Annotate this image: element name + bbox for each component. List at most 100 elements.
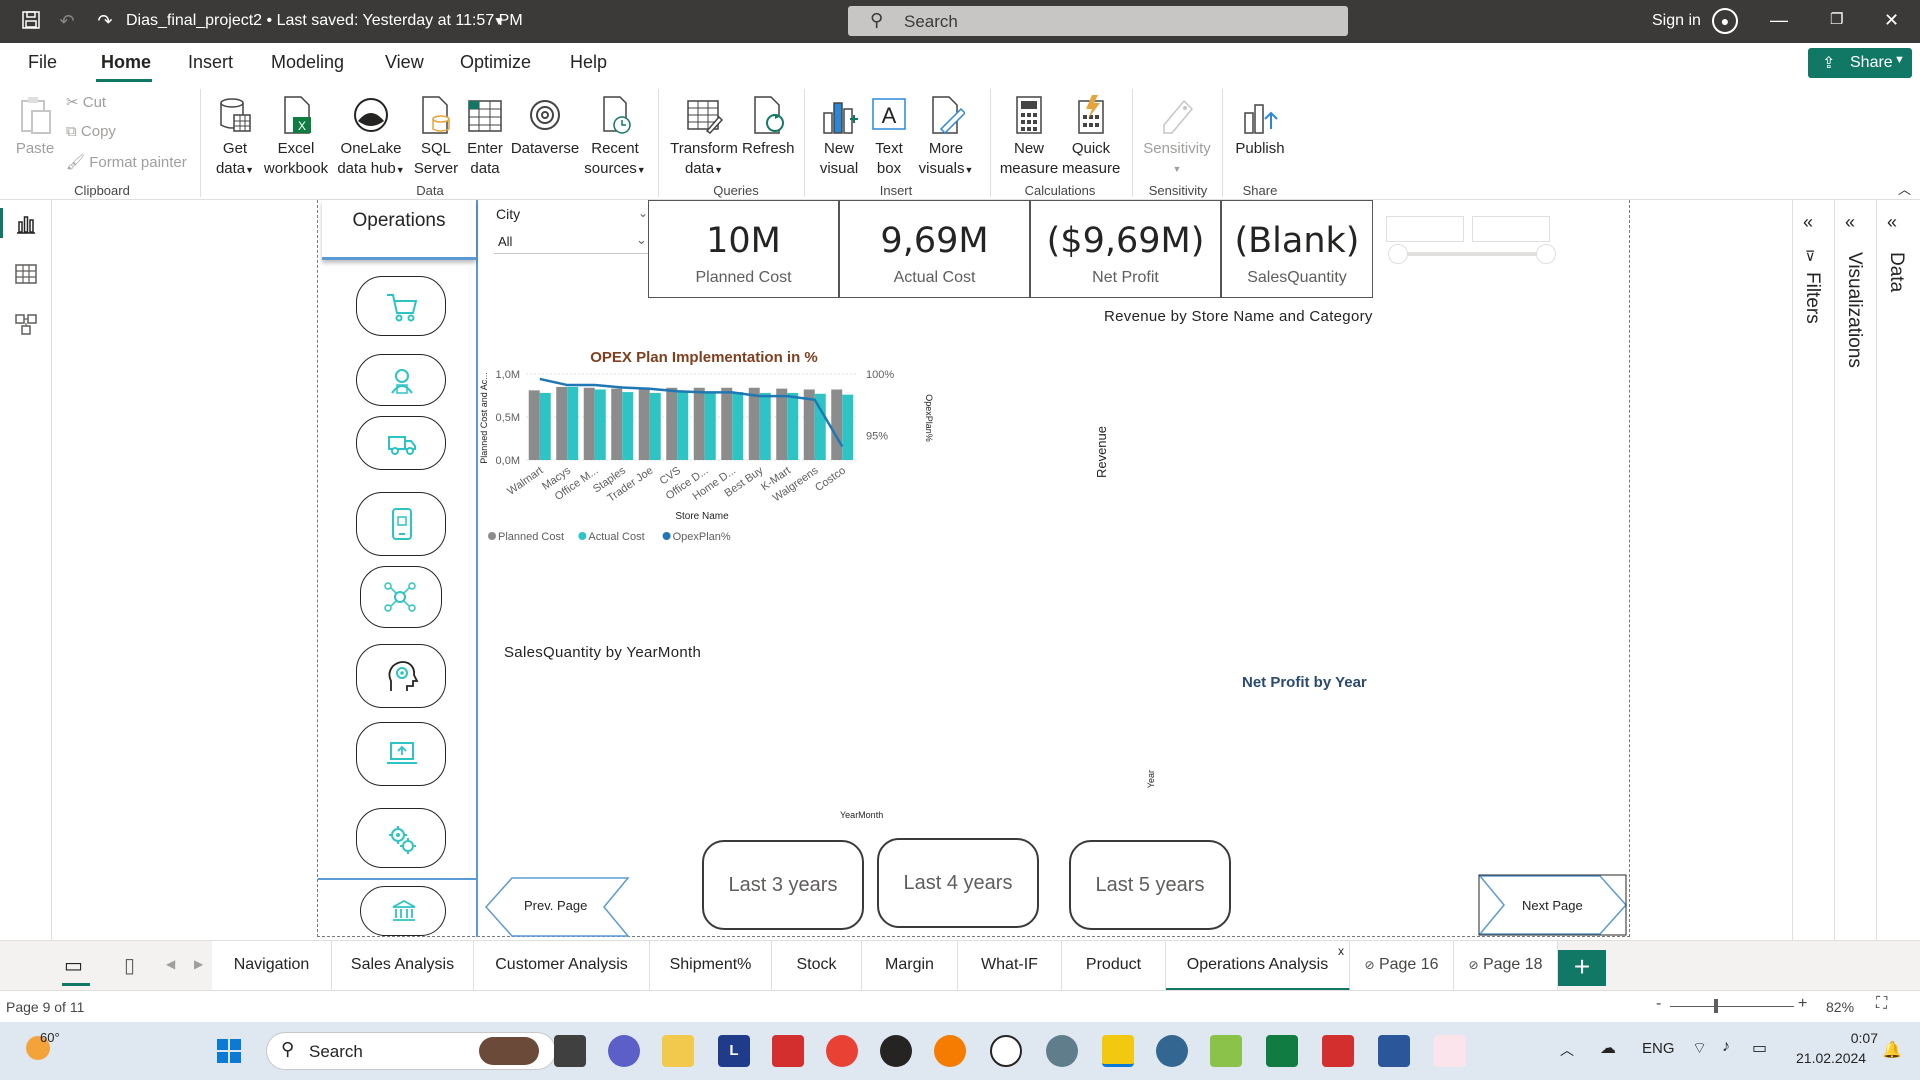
recent-sources-button[interactable]: Recent sources▼: [580, 95, 650, 180]
report-view-icon[interactable]: [14, 212, 38, 236]
tab-sales-analysis[interactable]: Sales Analysis: [332, 941, 474, 991]
snipping-tool-icon[interactable]: [1434, 1035, 1466, 1067]
minimize-icon[interactable]: —: [1770, 10, 1788, 30]
tab-operations-analysis[interactable]: Operations Analysis x: [1166, 941, 1350, 991]
zoom-out-icon[interactable]: -: [1656, 995, 1662, 1012]
clock-time[interactable]: 0:07: [1850, 1030, 1878, 1046]
publish-button[interactable]: Publish: [1230, 95, 1290, 159]
sign-in-link[interactable]: Sign in: [1652, 12, 1701, 29]
account-icon[interactable]: ●: [1712, 8, 1738, 34]
close-icon[interactable]: ✕: [1884, 10, 1900, 30]
refresh-button[interactable]: Refresh: [742, 95, 795, 159]
tray-chevron-icon[interactable]: ︿: [1560, 1042, 1574, 1058]
operations-page-button[interactable]: [356, 808, 446, 868]
desktop-layout-icon[interactable]: ▭: [64, 955, 83, 977]
restore-icon[interactable]: ❐: [1830, 11, 1844, 28]
last-3-years-button[interactable]: Last 3 years: [702, 840, 864, 930]
clock-date[interactable]: 21.02.2024: [1796, 1050, 1867, 1066]
tab-customer-analysis[interactable]: Customer Analysis: [474, 941, 650, 991]
redo-icon[interactable]: ↷: [97, 11, 113, 31]
firefox-icon[interactable]: [934, 1035, 966, 1067]
taskbar-search[interactable]: ⚲ Search: [266, 1032, 556, 1070]
cut-button[interactable]: ✂ Cut: [66, 94, 107, 111]
stock-page-button[interactable]: [356, 492, 446, 556]
notification-bell-icon[interactable]: 🔔: [1882, 1042, 1902, 1059]
expand-data-icon[interactable]: «: [1887, 212, 1898, 232]
transform-data-button[interactable]: Transform data▼: [668, 95, 740, 180]
copy-button[interactable]: ⧉ Copy: [66, 123, 116, 140]
paste-button[interactable]: Paste: [12, 95, 58, 159]
menu-modeling[interactable]: Modeling: [271, 52, 345, 72]
text-box-button[interactable]: A Text box: [866, 95, 912, 179]
battery-icon[interactable]: ▭: [1752, 1040, 1768, 1057]
sales-page-button[interactable]: [356, 276, 446, 336]
scroll-right-icon[interactable]: ▶: [194, 957, 204, 971]
range-end-handle[interactable]: [1536, 244, 1556, 264]
quick-measure-button[interactable]: Quick measure: [1062, 95, 1120, 179]
home-page-button[interactable]: [360, 886, 446, 936]
filters-pane[interactable]: « ⊽ Filters: [1792, 200, 1832, 940]
tab-page-16[interactable]: ⊘ Page 16: [1350, 941, 1454, 991]
add-page-button[interactable]: +: [1558, 950, 1606, 986]
get-data-button[interactable]: Get data▼: [208, 95, 262, 180]
file-explorer-icon[interactable]: [662, 1035, 694, 1067]
visualizations-pane[interactable]: « Visualizations: [1834, 200, 1874, 940]
scroll-left-icon[interactable]: ◀: [166, 957, 176, 971]
sensitivity-button[interactable]: Sensitivity ▼: [1140, 95, 1214, 179]
github-icon[interactable]: [880, 1035, 912, 1067]
zoom-level[interactable]: 82%: [1826, 999, 1855, 1015]
teams-icon[interactable]: [608, 1035, 640, 1067]
model-view-icon[interactable]: [14, 312, 38, 336]
task-view-icon[interactable]: [554, 1035, 586, 1067]
range-start-handle[interactable]: [1388, 244, 1408, 264]
customer-page-button[interactable]: [356, 354, 446, 406]
mcafee-icon[interactable]: [772, 1035, 804, 1067]
app-grid-icon[interactable]: [1322, 1035, 1354, 1067]
range-start-input[interactable]: [1386, 216, 1464, 242]
volume-icon[interactable]: ♪: [1722, 1038, 1730, 1055]
onelake-data-hub-button[interactable]: OneLake data hub▼: [334, 95, 408, 180]
last-5-years-button[interactable]: Last 5 years: [1069, 840, 1231, 930]
menu-insert[interactable]: Insert: [188, 52, 234, 72]
tab-product[interactable]: Product: [1062, 941, 1166, 991]
sql-server-button[interactable]: SQL Server: [412, 95, 460, 179]
data-pane[interactable]: « Data: [1876, 200, 1916, 940]
shipment-page-button[interactable]: [356, 416, 446, 470]
what-if-page-button[interactable]: [356, 644, 446, 708]
zoom-slider-thumb[interactable]: [1714, 999, 1718, 1013]
new-measure-button[interactable]: New measure: [998, 95, 1060, 179]
tab-page-18[interactable]: ⊘ Page 18: [1454, 941, 1558, 991]
menu-help[interactable]: Help: [570, 52, 608, 72]
app-icon[interactable]: [990, 1035, 1022, 1067]
product-page-button[interactable]: [356, 722, 446, 786]
chevron-down-icon[interactable]: ⌄: [638, 206, 649, 220]
power-bi-icon[interactable]: [1102, 1035, 1134, 1067]
undo-icon[interactable]: ↶: [59, 11, 75, 31]
tab-navigation[interactable]: Navigation: [212, 941, 332, 991]
tab-what-if[interactable]: What-IF: [958, 941, 1062, 991]
collapse-ribbon-icon[interactable]: ︿: [1898, 182, 1912, 197]
postgres-icon[interactable]: [1156, 1035, 1188, 1067]
language-indicator[interactable]: ENG: [1642, 1040, 1675, 1057]
search-box[interactable]: ⚲ Search: [848, 6, 1348, 36]
menu-home[interactable]: Home: [101, 52, 152, 72]
wifi-icon[interactable]: ⌔: [1692, 1040, 1708, 1057]
tab-shipment[interactable]: Shipment%: [650, 941, 772, 991]
menu-view[interactable]: View: [385, 52, 424, 72]
save-icon[interactable]: [20, 10, 42, 32]
app-chart-icon[interactable]: [1210, 1035, 1242, 1067]
next-page-button[interactable]: Next Page: [1478, 874, 1628, 936]
excel-workbook-button[interactable]: X Excel workbook: [262, 95, 330, 179]
range-end-input[interactable]: [1472, 216, 1550, 242]
windows-start-icon[interactable]: [216, 1038, 242, 1064]
word-icon[interactable]: [1378, 1035, 1410, 1067]
chrome-icon[interactable]: [826, 1035, 858, 1067]
margin-page-button[interactable]: [360, 566, 442, 628]
new-visual-button[interactable]: New visual: [814, 95, 864, 179]
format-painter-button[interactable]: 🖌 Format painter: [66, 154, 187, 171]
city-dropdown[interactable]: All ⌄: [494, 228, 652, 254]
app-l-icon[interactable]: L: [718, 1035, 750, 1067]
settings-icon[interactable]: [1046, 1035, 1078, 1067]
document-title[interactable]: Dias_final_project2 • Last saved: Yester…: [126, 12, 523, 29]
menu-file[interactable]: File: [28, 52, 58, 72]
